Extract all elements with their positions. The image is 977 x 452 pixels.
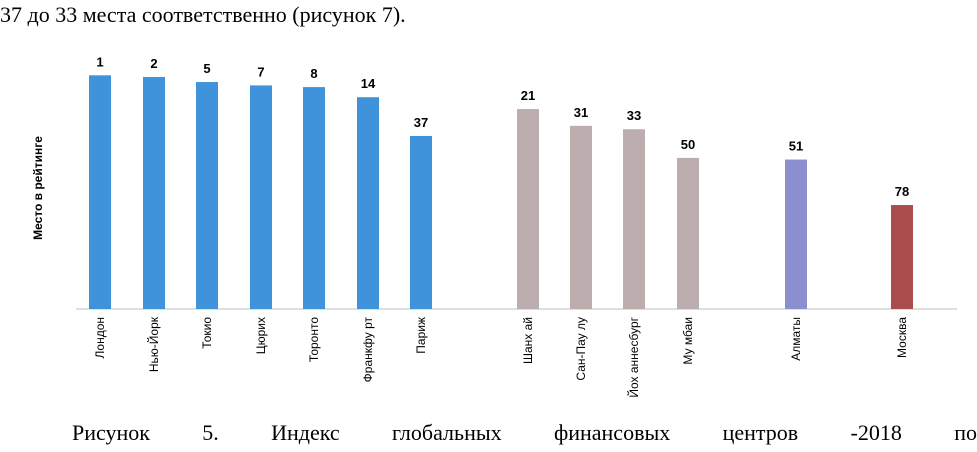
x-tick-label: Москва — [895, 317, 909, 358]
x-tick-label: Сан-Пау лу — [574, 317, 588, 381]
bar-Йоханнесбург — [623, 129, 645, 309]
caption-word: -2018 — [850, 420, 902, 445]
preceding-text-line: 37 до 33 места соответственно (рисунок 7… — [0, 2, 406, 27]
chart-tick-labels: Лондон Нью-Йорк Токио Цюрих Торонто Франкфу р… — [93, 316, 909, 397]
caption-word: по — [954, 420, 977, 445]
data-label: 31 — [574, 105, 588, 120]
bar-Цюрих — [250, 85, 272, 309]
bar-Шанхай — [517, 109, 539, 309]
caption-word: 5. — [202, 420, 219, 445]
x-tick-label: Цюрих — [254, 317, 268, 354]
caption-word: финансовых — [553, 420, 671, 445]
bar-Алматы — [785, 159, 807, 309]
figure-caption: Рисунок 5. Индекс глобальных финансовых … — [72, 420, 977, 446]
bar-Франкфурт — [357, 97, 379, 309]
x-tick-label: Му мбаи — [681, 317, 695, 365]
x-tick-label: Париж — [414, 317, 428, 354]
caption-word: глобальных — [392, 420, 502, 445]
y-axis-label: Место в рейтинге — [31, 136, 45, 240]
caption-word: центров — [722, 420, 799, 445]
x-tick-label: Нью-Йорк — [146, 316, 161, 372]
x-tick-label: Алматы — [789, 317, 803, 361]
data-label: 14 — [361, 76, 376, 91]
data-label: 2 — [150, 56, 157, 71]
bar-Мумбаи — [677, 157, 699, 309]
bar-Москва — [891, 205, 913, 309]
chart-bars — [89, 75, 913, 309]
data-label: 1 — [96, 54, 103, 69]
data-label: 21 — [521, 88, 535, 103]
x-tick-label: Франкфу рт — [361, 316, 375, 382]
data-label: 51 — [789, 139, 803, 154]
data-label: 50 — [681, 137, 695, 152]
x-tick-label: Шанх ай — [521, 317, 535, 364]
caption-word: Рисунок — [72, 420, 150, 445]
data-label: 7 — [257, 64, 264, 79]
x-tick-label: Торонто — [307, 317, 321, 362]
bar-Лондон — [89, 75, 111, 309]
x-tick-label: Лондон — [93, 317, 107, 358]
bar-Торонто — [303, 87, 325, 309]
data-label: 78 — [895, 184, 909, 199]
data-label: 33 — [627, 108, 641, 123]
bar-Нью-Йорк — [143, 76, 165, 309]
data-label: 37 — [414, 115, 428, 130]
x-tick-label: Йох аннесбург — [626, 316, 641, 397]
data-label: 8 — [310, 66, 317, 81]
bar-Токио — [196, 82, 218, 309]
bar-Париж — [410, 135, 432, 309]
bar-Сан-Паулу — [570, 125, 592, 309]
data-label: 5 — [203, 61, 210, 76]
caption-word: Индекс — [271, 420, 340, 445]
x-tick-label: Токио — [200, 317, 214, 349]
